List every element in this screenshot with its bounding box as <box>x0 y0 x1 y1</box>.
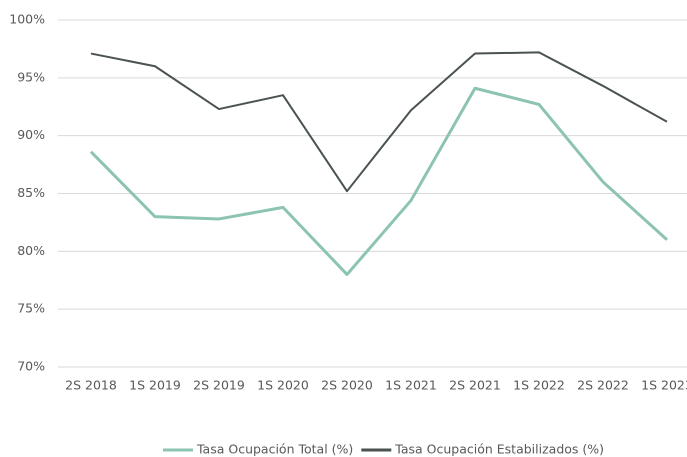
y-tick-label: 95% <box>17 69 45 84</box>
x-tick-label: 2S 2019 <box>193 378 245 393</box>
x-tick-label: 2S 2022 <box>577 378 629 393</box>
line-series <box>90 51 668 193</box>
y-tick-label: 90% <box>17 127 45 142</box>
y-tick-label: 75% <box>17 301 45 316</box>
y-tick-label: 85% <box>17 185 45 200</box>
x-tick-label: 2S 2020 <box>321 378 373 393</box>
y-tick-label: 70% <box>17 359 45 374</box>
line-series <box>89 86 669 276</box>
y-tick-label: 100% <box>9 12 45 27</box>
x-tick-label: 1S 2021 <box>385 378 437 393</box>
x-tick-label: 2S 2021 <box>449 378 501 393</box>
x-tick-label: 1S 2022 <box>513 378 565 393</box>
legend-label: Tasa Ocupación Total (%) <box>196 442 353 457</box>
y-tick-label: 80% <box>17 243 45 258</box>
x-tick-label: 1S 2019 <box>129 378 181 393</box>
x-tick-label: 2S 2018 <box>65 378 117 393</box>
legend-label: Tasa Ocupación Estabilizados (%) <box>394 442 604 457</box>
x-tick-label: 1S 2023 <box>641 378 687 393</box>
x-tick-label: 1S 2020 <box>257 378 309 393</box>
